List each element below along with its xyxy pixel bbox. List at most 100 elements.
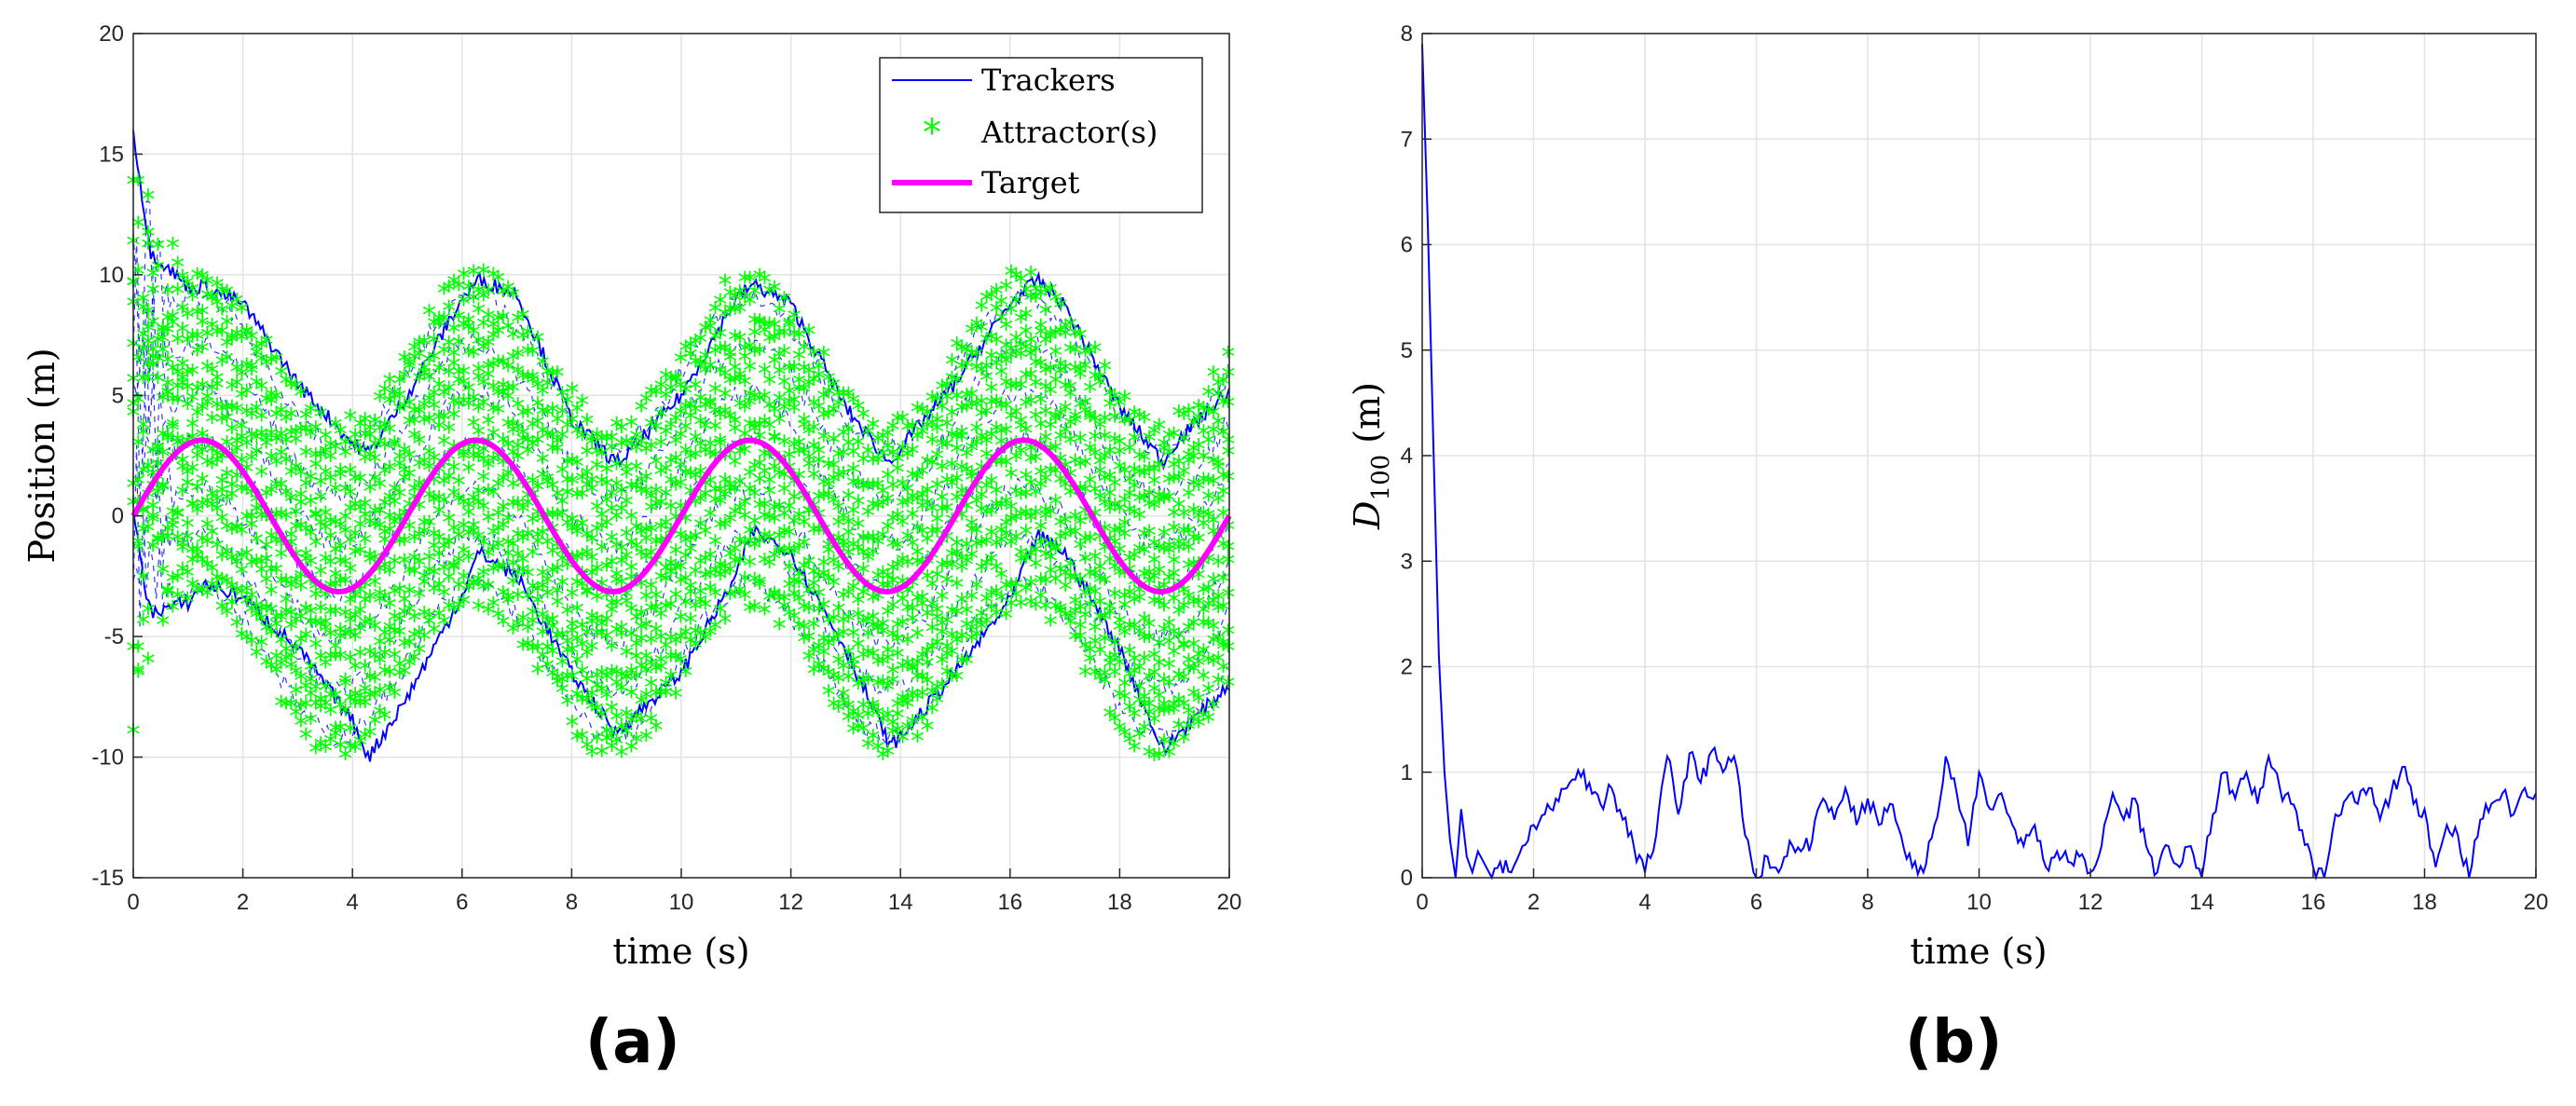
attractor-marker: * xyxy=(1128,735,1142,768)
attractor-marker: * xyxy=(171,565,185,597)
attractor-marker: * xyxy=(585,694,599,727)
attractor-marker: * xyxy=(358,691,372,724)
attractor-marker: * xyxy=(171,526,185,558)
attractor-marker: * xyxy=(1029,594,1043,626)
attractor-marker: * xyxy=(560,664,574,697)
attractor-marker: * xyxy=(501,589,515,621)
attractor-marker: * xyxy=(161,526,175,558)
attractor-marker: * xyxy=(1152,698,1166,731)
attractor-marker: * xyxy=(274,652,288,685)
attractor-marker: * xyxy=(788,582,802,615)
attractor-marker: * xyxy=(1221,635,1235,668)
attractor-marker: * xyxy=(975,602,989,635)
attractor-marker: * xyxy=(935,674,949,706)
attractor-marker: * xyxy=(990,580,1004,612)
x-tick-label-a: 6 xyxy=(456,890,468,915)
attractor-marker: * xyxy=(1147,707,1161,740)
attractor-marker: * xyxy=(565,664,579,697)
attractor-marker: * xyxy=(620,719,634,752)
attractor-marker: * xyxy=(205,573,219,606)
attractor-marker: * xyxy=(1192,711,1206,744)
attractor-marker: * xyxy=(210,566,224,598)
attractor-marker: * xyxy=(289,701,303,733)
attractor-marker: * xyxy=(141,648,155,680)
attractor-marker: * xyxy=(136,566,150,598)
attractor-marker: * xyxy=(308,737,322,770)
attractor-marker: * xyxy=(1172,714,1185,746)
attractor-marker: * xyxy=(349,691,363,724)
attractor-marker: * xyxy=(980,587,993,620)
attractor-marker: * xyxy=(196,579,210,611)
attractor-marker: * xyxy=(200,581,214,614)
attractor-marker: * xyxy=(846,701,860,733)
attractor-marker: * xyxy=(851,716,865,748)
attractor-marker: * xyxy=(580,734,594,767)
attractor-marker: * xyxy=(1063,605,1077,637)
attractor-marker: * xyxy=(452,574,466,607)
attractor-marker: * xyxy=(250,641,264,674)
attractor-marker: * xyxy=(1147,744,1161,777)
attractor-marker: * xyxy=(570,683,584,716)
tracker-line-upper xyxy=(132,130,1230,471)
attractor-marker: * xyxy=(1113,716,1127,748)
attractor-marker: * xyxy=(1093,665,1107,698)
x-tick-label-a: 10 xyxy=(669,890,694,915)
attractor-marker: * xyxy=(175,557,189,590)
attractor-marker: * xyxy=(915,706,929,739)
attractor-marker: * xyxy=(807,638,821,671)
attractor-marker: * xyxy=(1044,609,1058,642)
attractor-marker: * xyxy=(1182,715,1196,747)
attractor-marker: * xyxy=(166,567,180,599)
attractor-marker: * xyxy=(802,625,816,658)
attractor-marker: * xyxy=(969,622,983,655)
attractor-marker: * xyxy=(299,723,313,756)
attractor-marker: * xyxy=(220,569,234,602)
attractor-marker: * xyxy=(230,578,244,610)
attractor-marker: * xyxy=(837,689,851,721)
attractor-marker: * xyxy=(521,632,535,664)
attractor-marker: * xyxy=(1177,727,1191,759)
attractor-marker: * xyxy=(994,585,1008,618)
x-tick-label-a: 12 xyxy=(778,890,803,915)
attractor-marker: * xyxy=(767,583,781,616)
attractor-marker: * xyxy=(827,663,841,696)
y-tick-label-b: 8 xyxy=(1401,21,1413,47)
attractor-marker: * xyxy=(1059,603,1073,635)
attractor-marker: * xyxy=(506,570,520,603)
attractor-marker: * xyxy=(777,594,791,627)
attractor-marker: * xyxy=(708,614,722,647)
attractor-marker: * xyxy=(1048,567,1062,600)
attractor-marker: * xyxy=(738,567,752,599)
attractor-marker: * xyxy=(254,607,268,639)
attractor-marker: * xyxy=(511,612,525,645)
y-axis-label-b-subscript: 100 xyxy=(1367,455,1395,501)
attractor-marker: * xyxy=(200,553,214,585)
attractor-marker: * xyxy=(530,635,544,668)
attractor-marker: * xyxy=(876,708,890,741)
attractor-marker: * xyxy=(146,504,160,537)
attractor-marker: * xyxy=(678,621,692,653)
attractor-marker: * xyxy=(545,662,559,694)
attractor-marker: * xyxy=(398,660,412,692)
tracker-line-inner xyxy=(132,200,1229,458)
attractor-marker: * xyxy=(1216,634,1230,666)
attractor-marker: * xyxy=(945,640,959,673)
attractor-marker: * xyxy=(940,660,954,692)
x-tick-label-a: 16 xyxy=(997,890,1022,915)
attractor-marker: * xyxy=(240,625,253,658)
attractor-marker: * xyxy=(1167,732,1181,765)
attractor-marker: * xyxy=(1152,743,1166,775)
attractor-marker: * xyxy=(758,548,772,580)
attractor-marker: * xyxy=(412,638,426,671)
attractor-marker: * xyxy=(994,563,1008,595)
attractor-marker: * xyxy=(945,665,959,698)
y-tick-label-b: 7 xyxy=(1401,127,1413,152)
attractor-marker: * xyxy=(693,621,707,654)
attractor-marker: * xyxy=(482,574,496,607)
attractor-marker: * xyxy=(526,636,540,669)
attractor-marker: * xyxy=(950,628,964,661)
attractor-marker: * xyxy=(196,527,210,560)
attractor-marker: * xyxy=(432,307,446,339)
attractor-marker: * xyxy=(314,695,328,728)
attractor-marker: * xyxy=(1113,682,1127,715)
